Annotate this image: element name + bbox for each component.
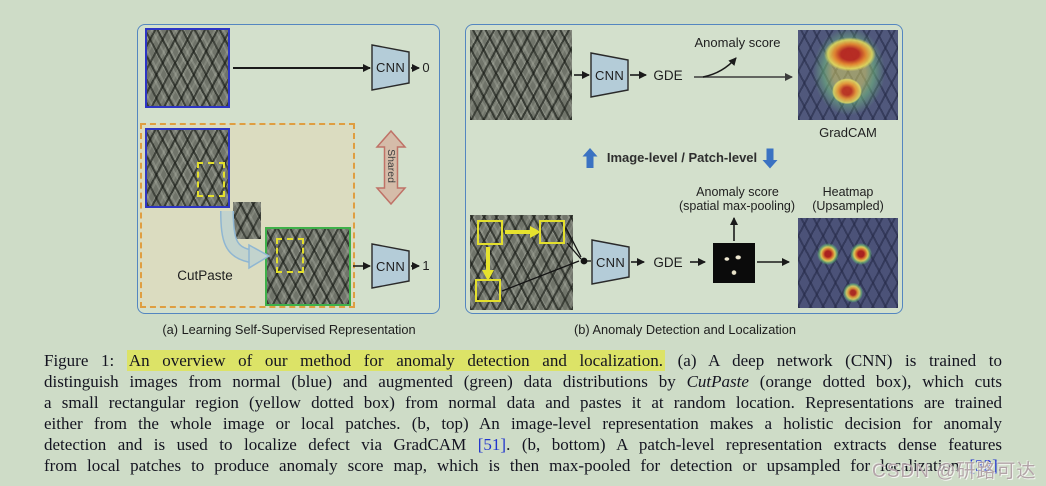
panel-a-caption: (a) Learning Self-Supervised Representat… (162, 322, 416, 337)
anomaly-score-label-top: Anomaly score (694, 35, 781, 50)
cnn-label-a-bottom: CNN (375, 259, 406, 274)
gradcam-heatmap-image (798, 30, 898, 120)
caption-line: a small rectangular region (yellow dotte… (44, 392, 1002, 413)
caption-text: (a) A deep network (CNN) is trained to (665, 351, 1002, 370)
augmented-image (265, 227, 351, 306)
caption-line: from local patches to produce anomaly sc… (44, 455, 1002, 476)
pasted-region-yellow-dotted-box (276, 238, 304, 273)
cutpaste-label: CutPaste (177, 268, 233, 283)
gradcam-label: GradCAM (819, 125, 877, 140)
caption-text: . (997, 456, 1002, 475)
cut-region-yellow-dotted-box (197, 162, 225, 197)
caption-text: either from the whole image or local pat… (44, 414, 1002, 433)
heatmap-label-1: Heatmap (822, 185, 874, 199)
gde-label-bottom: GDE (653, 255, 683, 270)
caption-line: Figure 1: An overview of our method for … (44, 350, 1002, 371)
normal-image (145, 28, 230, 108)
upsampled-heatmap-image (798, 218, 898, 308)
anomaly-score-label-bottom-2: (spatial max-pooling) (678, 199, 796, 213)
patch-box-2 (539, 220, 565, 244)
gde-label-top: GDE (653, 68, 683, 83)
shared-label: Shared (385, 149, 397, 183)
caption-line: distinguish images from normal (blue) an… (44, 371, 1002, 392)
caption-text: Figure 1: (44, 351, 127, 370)
caption-text: (orange dotted box), which cuts (748, 372, 1002, 391)
caption-text: CutPaste (686, 372, 749, 391)
citation-link[interactable]: [51] (477, 435, 507, 454)
patch-box-1 (477, 220, 503, 245)
anomaly-score-map (713, 243, 755, 283)
caption-line: either from the whole image or local pat… (44, 413, 1002, 434)
caption-text: a small rectangular region (yellow dotte… (44, 393, 1002, 412)
citation-link[interactable]: [32] (969, 456, 998, 475)
caption-text: detection and is used to localize defect… (44, 435, 478, 454)
caption-line: detection and is used to localize defect… (44, 434, 1002, 455)
caption-text: distinguish images from normal (blue) an… (44, 372, 687, 391)
patch-box-3 (475, 279, 501, 302)
caption-text: from local patches to produce anomaly sc… (44, 456, 970, 475)
cnn-label-a-top: CNN (375, 60, 406, 75)
output-zero-label: 0 (422, 60, 430, 75)
heatmap-label-2: (Upsampled) (812, 199, 884, 213)
anomaly-score-label-bottom-1: Anomaly score (696, 185, 779, 199)
normal-image-cutpaste-source (145, 128, 230, 208)
cnn-label-b-top: CNN (594, 68, 625, 83)
output-one-label: 1 (422, 258, 430, 273)
image-patch-level-label: Image-level / Patch-level (606, 150, 758, 165)
panel-b-caption: (b) Anomaly Detection and Localization (574, 322, 796, 337)
test-image-image-level (470, 30, 572, 120)
cnn-label-b-bottom: CNN (595, 255, 626, 270)
cut-patch (233, 202, 261, 239)
watermark: CSDN @研路可达 (872, 461, 1037, 482)
figure-caption: Figure 1: An overview of our method for … (44, 350, 1002, 476)
caption-text: . (b, bottom) A patch-level representati… (506, 435, 1002, 454)
caption-highlight: An overview of our method for anomaly de… (126, 350, 666, 371)
